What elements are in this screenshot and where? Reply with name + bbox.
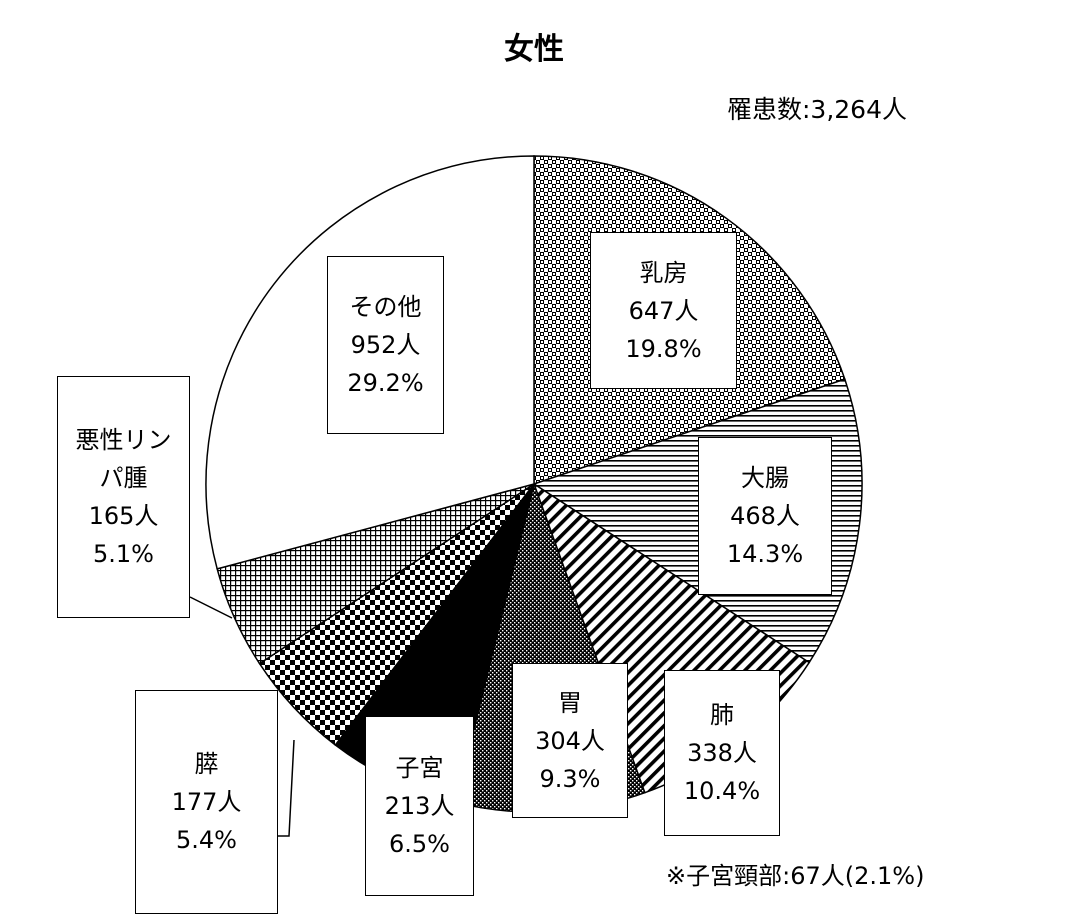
slice-percent: 5.1% (93, 540, 154, 568)
slice-label-stomach: 胃 304人 9.3% (512, 663, 628, 818)
slice-percent: 6.5% (389, 830, 450, 858)
slice-count: 338人 (687, 739, 757, 767)
slice-name: 大腸 (741, 464, 789, 492)
leader-line-lymphoma (189, 596, 233, 619)
slice-label-lymphoma: 悪性リンパ腫 165人 5.1% (57, 376, 190, 618)
slice-name: その他 (349, 293, 422, 321)
slice-count: 468人 (730, 502, 800, 530)
chart-title: 女性 (504, 32, 564, 67)
slice-count: 177人 (171, 788, 242, 816)
slice-name: 悪性リンパ腫 (75, 426, 172, 492)
slice-label-colon: 大腸 468人 14.3% (698, 437, 832, 595)
slice-percent: 29.2% (347, 369, 424, 397)
slice-count: 647人 (628, 296, 699, 325)
slice-percent: 10.4% (683, 777, 761, 805)
slice-percent: 19.8% (625, 334, 702, 363)
slice-count: 952人 (350, 331, 421, 359)
slice-percent: 9.3% (539, 764, 601, 793)
slice-name: 肺 (710, 701, 734, 729)
slice-name: 膵 (194, 750, 219, 778)
slice-count: 304人 (535, 726, 605, 755)
slice-name: 胃 (558, 688, 582, 717)
footnote: ※子宮頸部:67人(2.1%) (666, 862, 925, 890)
slice-label-uterus: 子宮 213人 6.5% (365, 716, 474, 896)
slice-label-other: その他 952人 29.2% (327, 256, 444, 434)
slice-label-breast: 乳房 647人 19.8% (590, 232, 737, 389)
slice-count: 165人 (88, 502, 159, 530)
slice-name: 乳房 (639, 258, 688, 287)
slice-percent: 5.4% (176, 826, 237, 854)
slice-label-lung: 肺 338人 10.4% (664, 670, 780, 836)
slice-label-pancreas: 膵 177人 5.4% (135, 690, 278, 914)
slice-count: 213人 (384, 792, 455, 820)
leader-line-pancreas (277, 739, 295, 837)
slice-percent: 14.3% (726, 540, 804, 568)
total-patients: 罹患数:3,264人 (727, 95, 907, 124)
slice-name: 子宮 (395, 754, 444, 782)
